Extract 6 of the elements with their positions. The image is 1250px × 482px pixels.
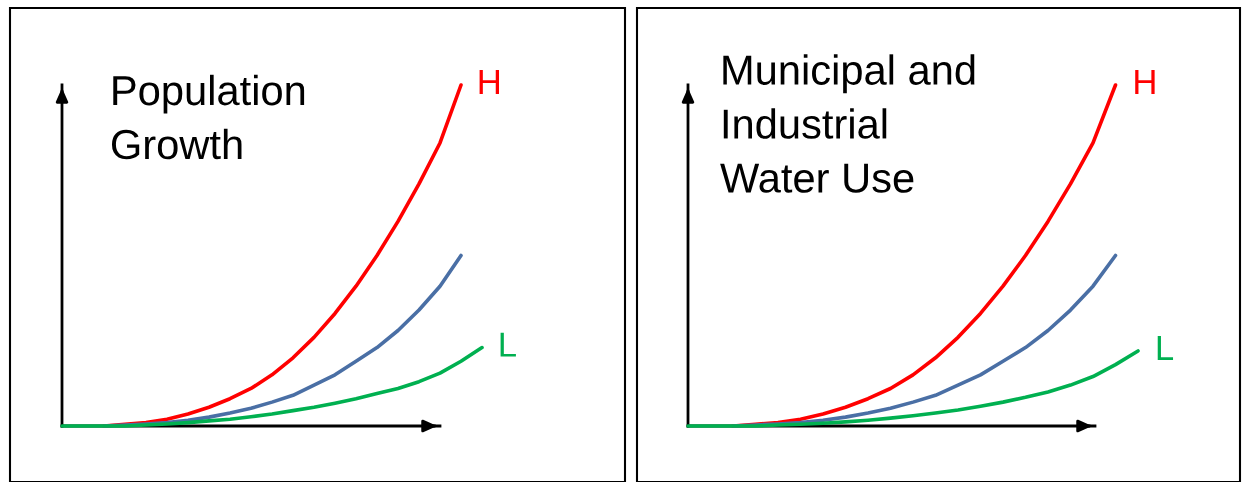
chart-title: Municipal and Industrial Water Use — [720, 54, 975, 193]
series-label: H — [1135, 70, 1155, 94]
series-label: L — [1157, 336, 1174, 360]
series-label: H — [479, 70, 499, 94]
chart-title: Population Growth — [111, 74, 305, 160]
series-label: L — [500, 332, 516, 357]
